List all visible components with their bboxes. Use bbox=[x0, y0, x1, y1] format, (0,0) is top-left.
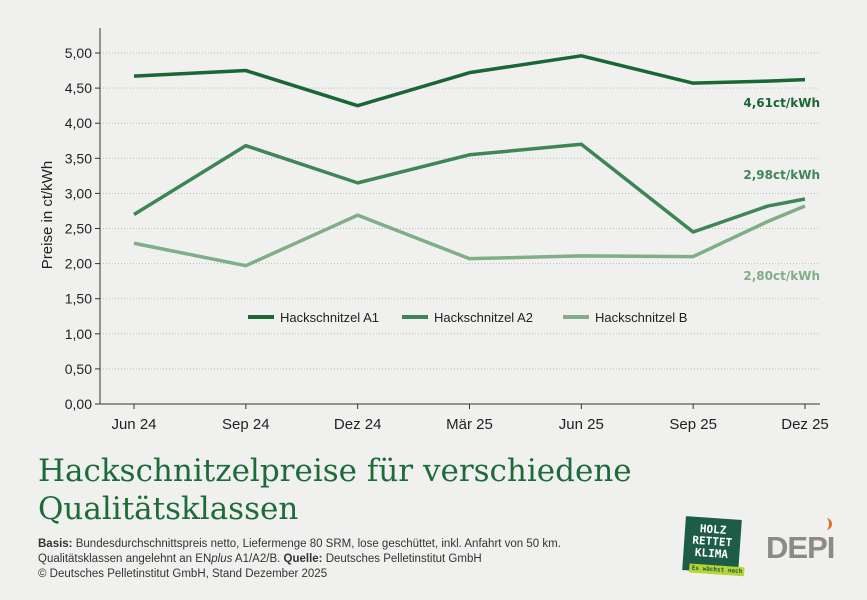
y-tick-label: 0,00 bbox=[65, 396, 92, 412]
chart-title: Hackschnitzelpreise für verschiedene Qua… bbox=[38, 453, 632, 527]
end-value-label: 2,80ct/kWh bbox=[743, 269, 820, 283]
depi-logo: DEPI bbox=[766, 530, 835, 565]
basis-italic: plus bbox=[211, 553, 233, 565]
series-line-3 bbox=[133, 204, 806, 268]
x-tick-label: Sep 24 bbox=[222, 416, 270, 433]
y-tick-label: 1,50 bbox=[65, 291, 92, 307]
legend-label: Hackschnitzel A1 bbox=[280, 310, 379, 325]
y-tick-label: 2,00 bbox=[65, 256, 92, 272]
line-chart: 0,00 0,50 1,00 1,50 2,00 2,50 3,00 3,50 4,00 4,50… bbox=[39, 28, 829, 433]
y-tick-label: 0,50 bbox=[65, 361, 92, 377]
holz-logo-tag: Es wächst nach bbox=[689, 563, 745, 577]
series-line-2 bbox=[133, 142, 806, 234]
y-tick-label: 3,00 bbox=[65, 185, 92, 201]
y-tick-label: 4,50 bbox=[65, 80, 92, 96]
y-axis-label: Preise in ct/kWh bbox=[39, 161, 56, 269]
source-text: Deutsches Pelletinstitut GmbH bbox=[322, 553, 482, 565]
legend-label: Hackschnitzel A2 bbox=[434, 310, 533, 325]
x-tick-label: Dez 25 bbox=[781, 416, 829, 433]
holz-rettet-klima-logo: HOLZ RETTET KLIMA Es wächst nach bbox=[682, 516, 745, 577]
end-value-label: 2,98ct/kWh bbox=[743, 168, 820, 182]
y-tick-label: 5,00 bbox=[65, 45, 92, 61]
x-tick-label: Mär 25 bbox=[446, 416, 493, 433]
y-tick-label: 3,50 bbox=[65, 150, 92, 166]
basis-text-2: A1/A2/B. bbox=[232, 553, 284, 565]
source-label: Quelle: bbox=[283, 553, 323, 565]
y-tick-label: 4,00 bbox=[65, 115, 92, 131]
flame-icon bbox=[823, 518, 832, 530]
x-tick-label: Dez 24 bbox=[334, 416, 382, 433]
copyright: © Deutsches Pelletinstitut GmbH, Stand D… bbox=[38, 568, 328, 580]
holz-logo-text: HOLZ RETTET KLIMA bbox=[691, 522, 733, 562]
x-tick-label: Jun 25 bbox=[559, 416, 604, 433]
y-tick-label: 1,00 bbox=[65, 326, 92, 342]
y-tick-label: 2,50 bbox=[65, 221, 92, 237]
series-line-1 bbox=[133, 54, 806, 108]
basis-text: Bundesdurchschnittspreis netto, Lieferme… bbox=[38, 538, 561, 565]
x-tick-label: Sep 25 bbox=[669, 416, 717, 433]
basis-label: Basis: bbox=[38, 538, 73, 550]
end-value-label: 4,61ct/kWh bbox=[743, 96, 820, 110]
legend-label: Hackschnitzel B bbox=[595, 310, 687, 325]
footnote: Basis: Bundesdurchschnittspreis netto, L… bbox=[38, 537, 598, 582]
x-tick-label: Jun 24 bbox=[111, 416, 156, 433]
